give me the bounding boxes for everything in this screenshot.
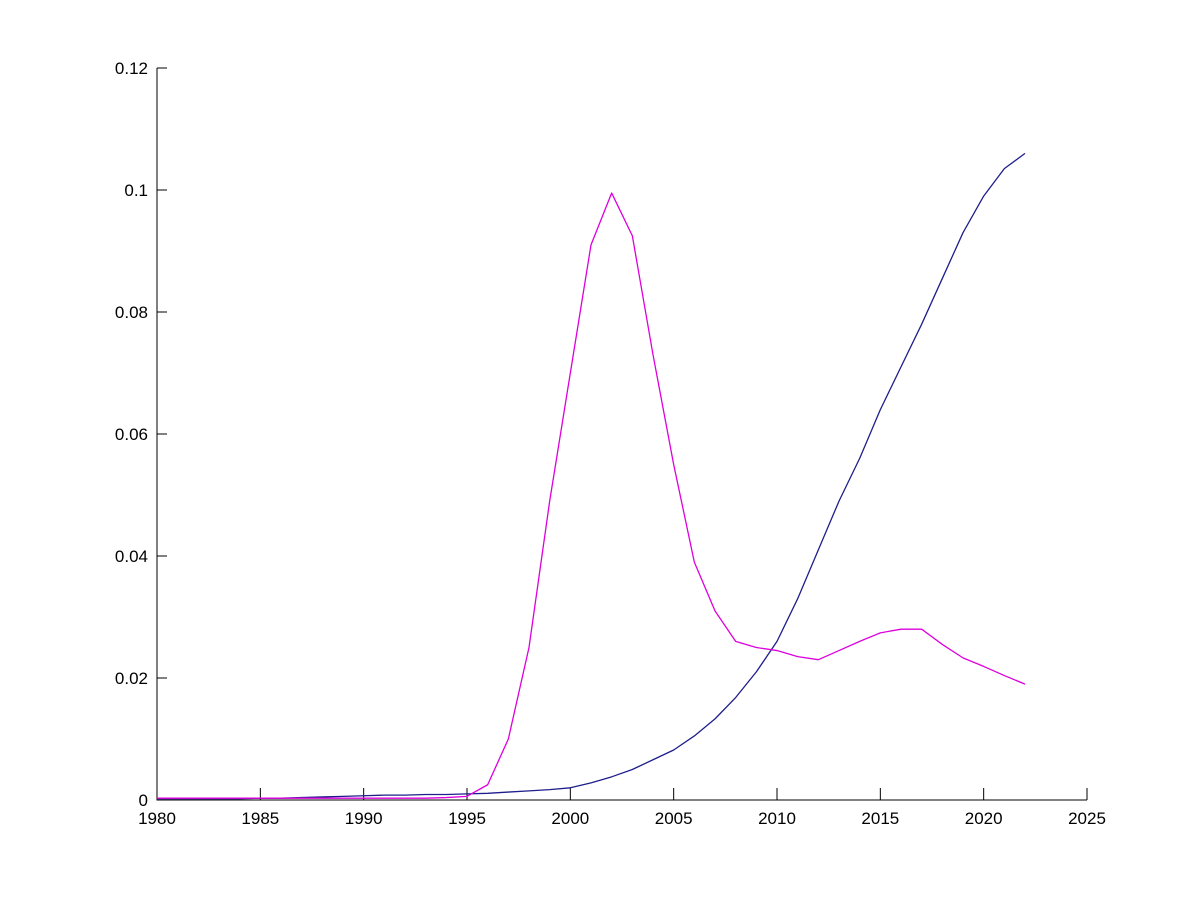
x-axis-tick-label: 1985 bbox=[241, 809, 279, 828]
magenta-series-line bbox=[157, 192, 1026, 799]
x-axis-tick-label: 2000 bbox=[551, 809, 589, 828]
x-axis-tick-label: 2010 bbox=[758, 809, 796, 828]
y-axis-tick-label: 0.04 bbox=[115, 547, 148, 566]
y-axis-tick-label: 0 bbox=[139, 791, 148, 810]
x-axis-tick-label: 2005 bbox=[655, 809, 693, 828]
axes-lines bbox=[156, 68, 1087, 801]
x-axis-tick-label: 2015 bbox=[861, 809, 899, 828]
x-axis-tick-label: 2025 bbox=[1068, 809, 1106, 828]
x-axis-tick-label: 1980 bbox=[138, 809, 176, 828]
y-axis-tick-label: 0.12 bbox=[115, 59, 148, 78]
y-axis-tick-label: 0.08 bbox=[115, 303, 148, 322]
x-axis-tick-label: 1995 bbox=[448, 809, 486, 828]
x-axis-tick-label: 2020 bbox=[965, 809, 1003, 828]
y-axis-tick-label: 0.1 bbox=[124, 181, 148, 200]
blue-series-line bbox=[157, 152, 1026, 800]
x-axis-tick-label: 1990 bbox=[345, 809, 383, 828]
y-axis-tick-label: 0.06 bbox=[115, 425, 148, 444]
y-axis-tick-label: 0.02 bbox=[115, 669, 148, 688]
